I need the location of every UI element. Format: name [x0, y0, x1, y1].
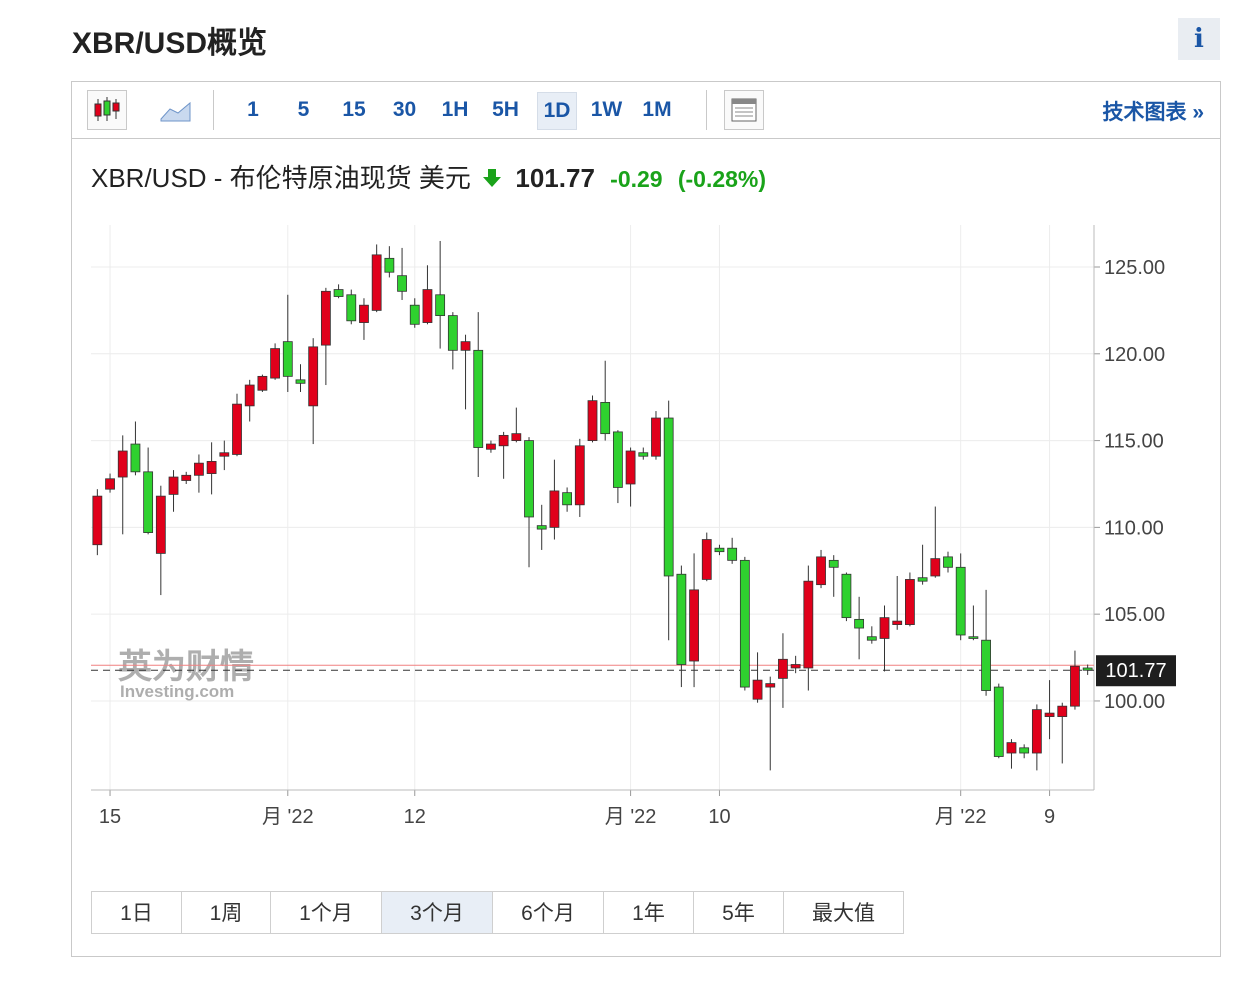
- interval-button[interactable]: 30: [392, 98, 417, 121]
- table-button[interactable]: [724, 90, 764, 130]
- candle-chart-button[interactable]: [87, 90, 127, 130]
- toolbar: 1 5 15 30 1H 5H 1D 1W 1M 技术图表 »: [72, 82, 1220, 139]
- range-button[interactable]: 1日: [91, 891, 182, 934]
- interval-button[interactable]: 1M: [642, 98, 672, 121]
- quote-line: XBR/USD - 布伦特原油现货 美元 101.77 -0.29 (-0.28…: [91, 158, 766, 195]
- quote-price: 101.77: [515, 163, 595, 193]
- interval-button[interactable]: 5H: [492, 98, 519, 121]
- instrument-name: XBR/USD - 布伦特原油现货 美元: [91, 163, 471, 193]
- page-title: XBR/USD概览: [72, 27, 268, 60]
- quote-change-pct: (-0.28%): [677, 166, 767, 192]
- range-button[interactable]: 1年: [603, 891, 694, 934]
- range-button[interactable]: 最大值: [783, 891, 904, 934]
- separator: [706, 90, 707, 130]
- widget-frame: [71, 81, 1221, 957]
- table-icon: [731, 98, 757, 122]
- interval-button[interactable]: 1: [247, 98, 259, 121]
- info-button[interactable]: i: [1178, 18, 1220, 60]
- range-button[interactable]: 5年: [693, 891, 784, 934]
- interval-button[interactable]: 15: [342, 98, 366, 121]
- range-button[interactable]: 1周: [181, 891, 271, 934]
- range-button[interactable]: 1个月: [270, 891, 382, 934]
- candle-icon: [94, 97, 120, 121]
- interval-button[interactable]: 1H: [441, 98, 469, 121]
- separator: [213, 90, 214, 130]
- interval-button[interactable]: 5: [297, 98, 310, 121]
- quote-change: -0.29: [610, 166, 663, 192]
- range-button[interactable]: 3个月: [381, 891, 493, 934]
- interval-button[interactable]: 1D: [537, 92, 577, 130]
- line-chart-button[interactable]: [158, 95, 194, 125]
- down-arrow: [483, 169, 502, 187]
- technical-chart-link[interactable]: 技术图表 »: [1102, 101, 1204, 124]
- range-button[interactable]: 6个月: [492, 891, 604, 934]
- interval-button[interactable]: 1W: [590, 98, 623, 121]
